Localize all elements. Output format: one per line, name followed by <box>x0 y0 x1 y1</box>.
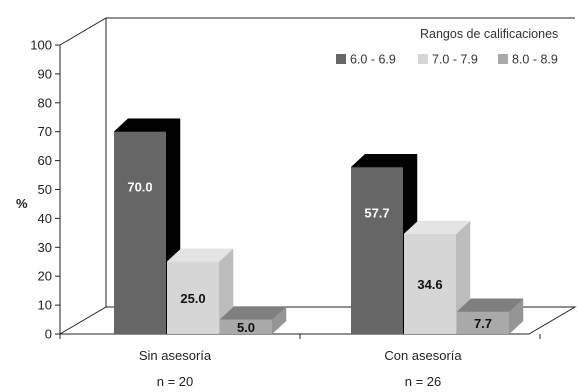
bar-front <box>404 234 456 334</box>
data-label: 5.0 <box>237 320 255 335</box>
data-label: 57.7 <box>364 205 389 220</box>
y-tick-label: 70 <box>38 124 52 139</box>
y-tick-label: 80 <box>38 95 52 110</box>
y-tick-label: 0 <box>45 327 52 342</box>
bar: 57.7 <box>350 153 418 335</box>
y-tick-label: 10 <box>38 298 52 313</box>
x-category-label: Con asesoría <box>384 348 462 363</box>
chart-frame <box>58 17 577 335</box>
y-tick-label: 90 <box>38 66 52 81</box>
bar-front <box>114 131 166 334</box>
x-category-label: Sin asesoría <box>139 348 212 363</box>
legend-swatch <box>336 54 346 64</box>
legend-item: 7.0 - 7.9 <box>432 53 478 67</box>
bar: 7.7 <box>456 298 524 335</box>
x-category-note: n = 26 <box>405 374 442 389</box>
legend-swatch <box>498 54 508 64</box>
data-label: 25.0 <box>180 291 205 306</box>
bars: 70.0 25.0 5.0 57.7 34.6 7.7 <box>113 118 524 335</box>
bar-front <box>457 311 509 334</box>
data-label: 7.7 <box>474 316 492 331</box>
legend: Rangos de calificaciones 6.0 - 6.9 7.0 - … <box>336 27 558 67</box>
y-tick-label: 20 <box>38 269 52 284</box>
y-tick-label: 100 <box>30 38 52 53</box>
data-label: 70.0 <box>127 179 152 194</box>
legend-swatch <box>418 54 428 64</box>
bar-front <box>220 319 272 334</box>
x-category-note: n = 20 <box>157 374 194 389</box>
x-axis: Sin asesoría n = 20 Con asesoría n = 26 <box>59 334 541 389</box>
bar: 5.0 <box>219 305 287 335</box>
y-axis-label: % <box>16 196 28 211</box>
legend-item: 8.0 - 8.9 <box>512 53 558 67</box>
y-tick-label: 50 <box>38 182 52 197</box>
legend-item: 6.0 - 6.9 <box>350 53 396 67</box>
bar-front <box>167 261 219 334</box>
data-label: 34.6 <box>417 277 442 292</box>
y-axis: % 0 10 20 30 40 50 60 70 80 90 100 <box>16 38 60 342</box>
y-tick-label: 60 <box>38 153 52 168</box>
bar-front <box>351 167 403 334</box>
legend-title: Rangos de calificaciones <box>420 27 558 41</box>
bar: 34.6 <box>403 220 471 335</box>
y-tick-label: 40 <box>38 211 52 226</box>
y-tick-label: 30 <box>38 240 52 255</box>
